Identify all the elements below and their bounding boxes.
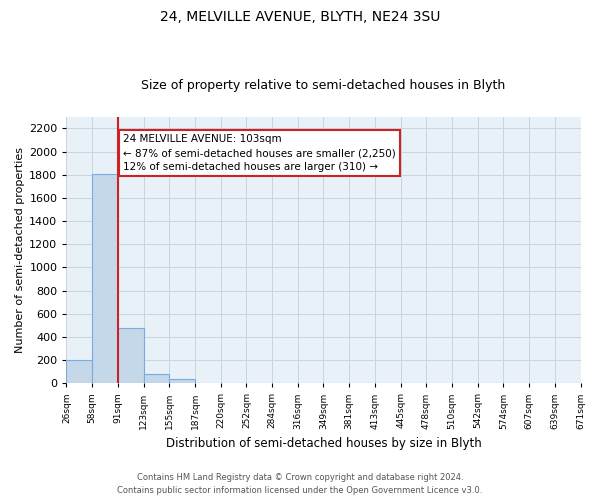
Bar	[92, 174, 118, 384]
Text: Contains HM Land Registry data © Crown copyright and database right 2024.
Contai: Contains HM Land Registry data © Crown c…	[118, 474, 482, 495]
Bar	[169, 379, 195, 384]
X-axis label: Distribution of semi-detached houses by size in Blyth: Distribution of semi-detached houses by …	[166, 437, 481, 450]
Bar	[118, 328, 143, 384]
Text: 24 MELVILLE AVENUE: 103sqm
← 87% of semi-detached houses are smaller (2,250)
12%: 24 MELVILLE AVENUE: 103sqm ← 87% of semi…	[123, 134, 396, 172]
Y-axis label: Number of semi-detached properties: Number of semi-detached properties	[15, 147, 25, 353]
Text: 24, MELVILLE AVENUE, BLYTH, NE24 3SU: 24, MELVILLE AVENUE, BLYTH, NE24 3SU	[160, 10, 440, 24]
Bar	[67, 360, 92, 384]
Bar	[143, 374, 169, 384]
Title: Size of property relative to semi-detached houses in Blyth: Size of property relative to semi-detach…	[142, 79, 506, 92]
